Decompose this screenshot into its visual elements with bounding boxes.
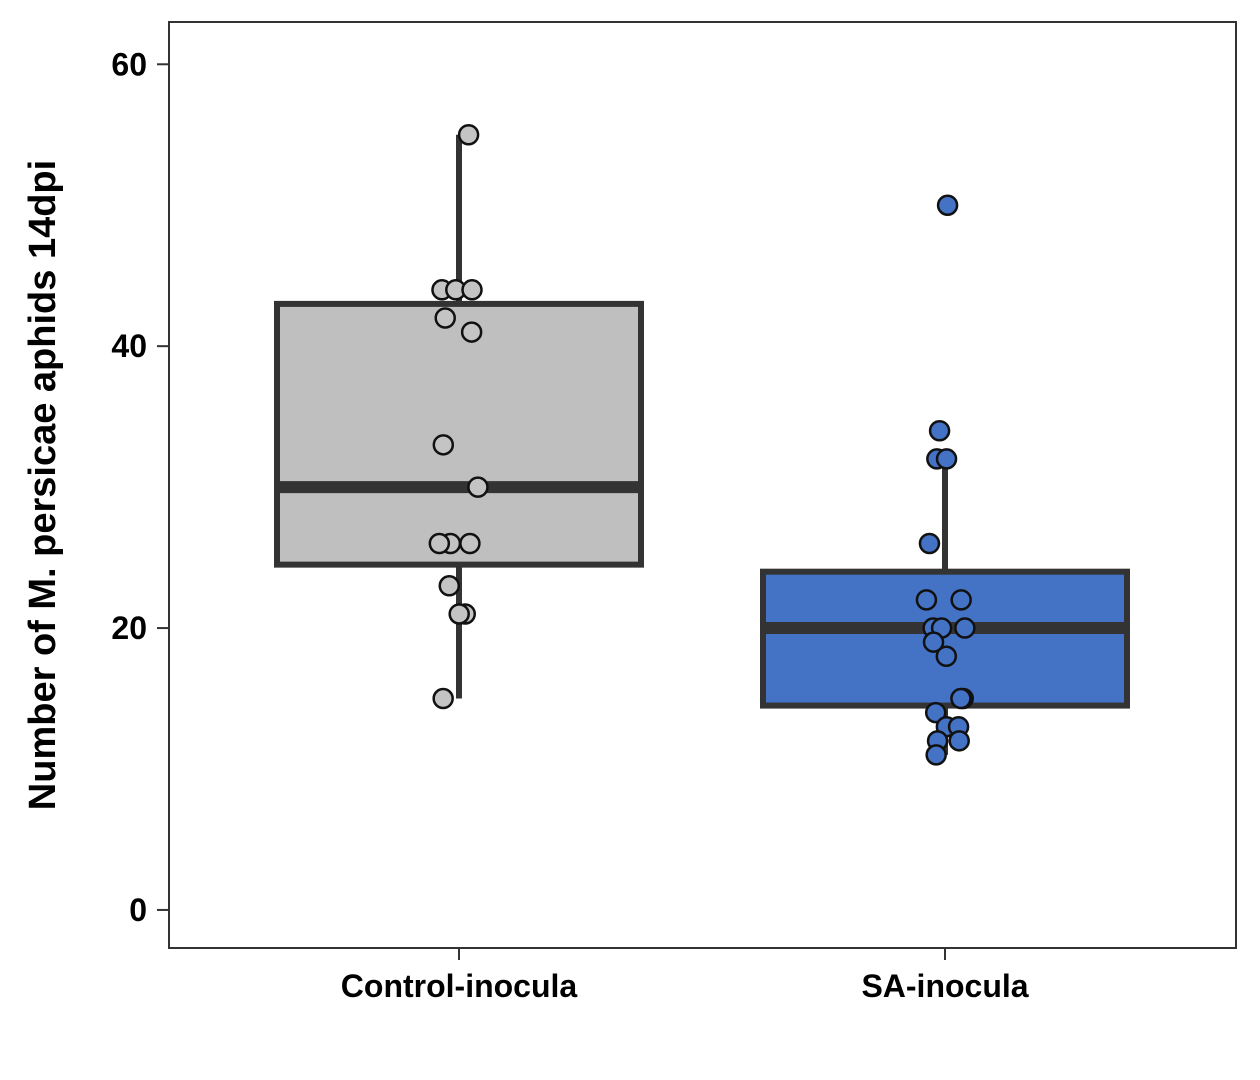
data-point — [918, 532, 941, 555]
data-point — [460, 321, 483, 343]
data-point — [457, 124, 480, 146]
plot-panel-border — [168, 21, 1237, 949]
data-point — [954, 617, 976, 639]
data-point — [438, 575, 461, 597]
data-point — [922, 631, 945, 653]
data-point — [936, 194, 959, 216]
data-point — [924, 701, 947, 724]
data-point — [432, 434, 455, 456]
data-point — [935, 645, 958, 667]
data-point — [928, 419, 951, 442]
iqr-box — [760, 568, 1130, 709]
data-point — [432, 687, 454, 710]
plot-layer — [274, 124, 1130, 766]
axes-layer: 0 20 40 60 Control-inocula SA-inocula — [111, 46, 1028, 1004]
iqr-box — [274, 300, 644, 568]
data-point — [448, 603, 470, 625]
x-tick-label: Control-inocula — [341, 968, 578, 1004]
data-point — [459, 532, 481, 555]
box-group-1 — [760, 194, 1130, 766]
y-tick-label: 40 — [111, 328, 147, 364]
y-axis-title: Number of M. persicae aphids 14dpi — [22, 160, 64, 810]
box-group-0 — [274, 124, 644, 710]
x-tick-label: SA-inocula — [861, 968, 1028, 1004]
data-point — [915, 589, 938, 611]
data-point — [434, 307, 456, 329]
y-tick-label: 60 — [111, 46, 147, 82]
data-point — [948, 730, 970, 752]
y-tick-label: 20 — [111, 610, 147, 646]
data-point — [428, 532, 451, 555]
data-point — [461, 279, 483, 301]
data-point — [950, 687, 972, 710]
y-tick-label: 0 — [129, 892, 147, 928]
data-point — [467, 476, 489, 498]
data-point — [950, 589, 972, 611]
data-point — [935, 448, 958, 470]
data-point — [925, 744, 947, 766]
